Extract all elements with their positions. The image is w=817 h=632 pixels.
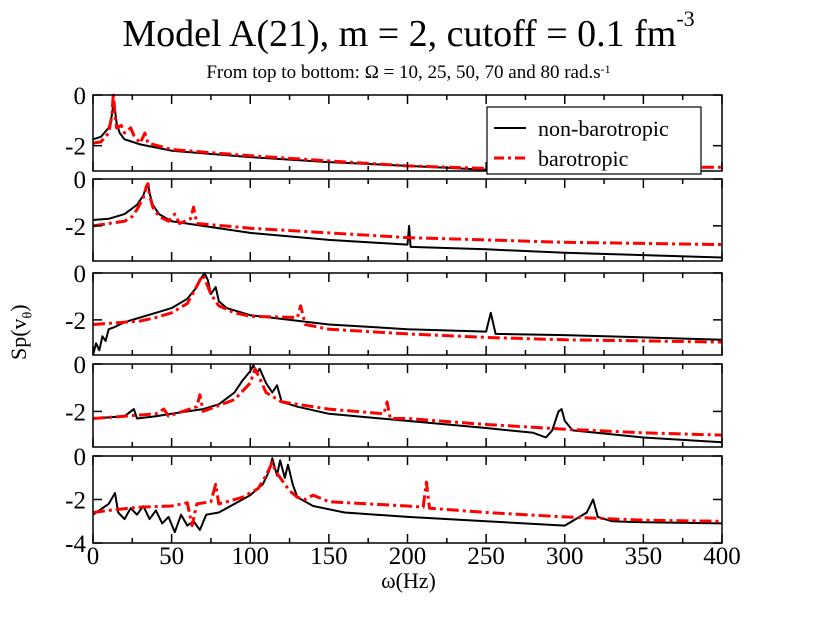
series-barotropic-panel-4 (93, 367, 722, 437)
panel-frame (92, 272, 723, 356)
x-tick-label: 200 (389, 543, 427, 570)
x-tick-label: 0 (87, 543, 100, 570)
panel-3: 0 -2 (65, 261, 723, 356)
panels-group: 0 -2 0 -2 0 -2 0 -2 0 -2 -4 (65, 83, 723, 558)
x-tick-label: 400 (703, 543, 741, 570)
series-non-barotropic-panel-5 (93, 457, 722, 534)
x-tick-label: 100 (232, 543, 270, 570)
x-tick-label: 50 (159, 543, 184, 570)
series-barotropic-panel-2 (93, 182, 722, 247)
x-axis: 0 50 100 150 200 250 300 350 400 (87, 543, 741, 570)
legend: non-barotropic barotropic (486, 106, 702, 175)
y-tick-label: -2 (65, 399, 86, 426)
y-tick-label: 0 (74, 352, 87, 379)
x-tick-label: 300 (546, 543, 584, 570)
x-tick-label: 150 (310, 543, 348, 570)
series-barotropic-panel-5 (93, 461, 722, 528)
series-barotropic-panel-1 (93, 91, 722, 170)
series-non-barotropic-panel-3 (93, 272, 722, 355)
panel-frame (92, 455, 723, 544)
chart-title: Model A(21), m = 2, cutoff = 0.1 fm-3 (122, 6, 695, 55)
legend-label-barotropic: barotropic (538, 146, 629, 171)
y-axis-label: Sp(vθ) (6, 304, 36, 360)
panel-4: 0 -2 (65, 352, 723, 448)
series-non-barotropic-panel-4 (93, 364, 722, 444)
legend-box (486, 106, 702, 175)
y-tick-label: -2 (65, 308, 86, 335)
y-tick-label: 0 (74, 167, 87, 194)
panel-frame (92, 363, 723, 448)
series-barotropic-panel-3 (93, 273, 722, 344)
panel-frame (92, 178, 723, 262)
panel-1: 0 -2 (65, 83, 723, 172)
x-axis-label: ω(Hz) (381, 568, 436, 593)
legend-label-non-barotropic: non-barotropic (538, 116, 669, 141)
series-non-barotropic-panel-2 (93, 182, 722, 259)
y-tick-label: -2 (65, 214, 86, 241)
y-tick-label: -4 (65, 531, 86, 558)
y-tick-label: -2 (65, 488, 86, 515)
y-tick-label: -2 (65, 134, 86, 161)
panel-2: 0 -2 (65, 167, 723, 262)
x-tick-label: 250 (467, 543, 505, 570)
y-tick-label: 0 (74, 261, 87, 288)
y-tick-label: 0 (74, 83, 87, 110)
chart-subtitle: From top to bottom: Ω = 10, 25, 50, 70 a… (206, 62, 611, 83)
y-tick-label: 0 (74, 444, 87, 471)
x-tick-label: 350 (625, 543, 663, 570)
panel-5: 0 -2 -4 (65, 444, 723, 558)
